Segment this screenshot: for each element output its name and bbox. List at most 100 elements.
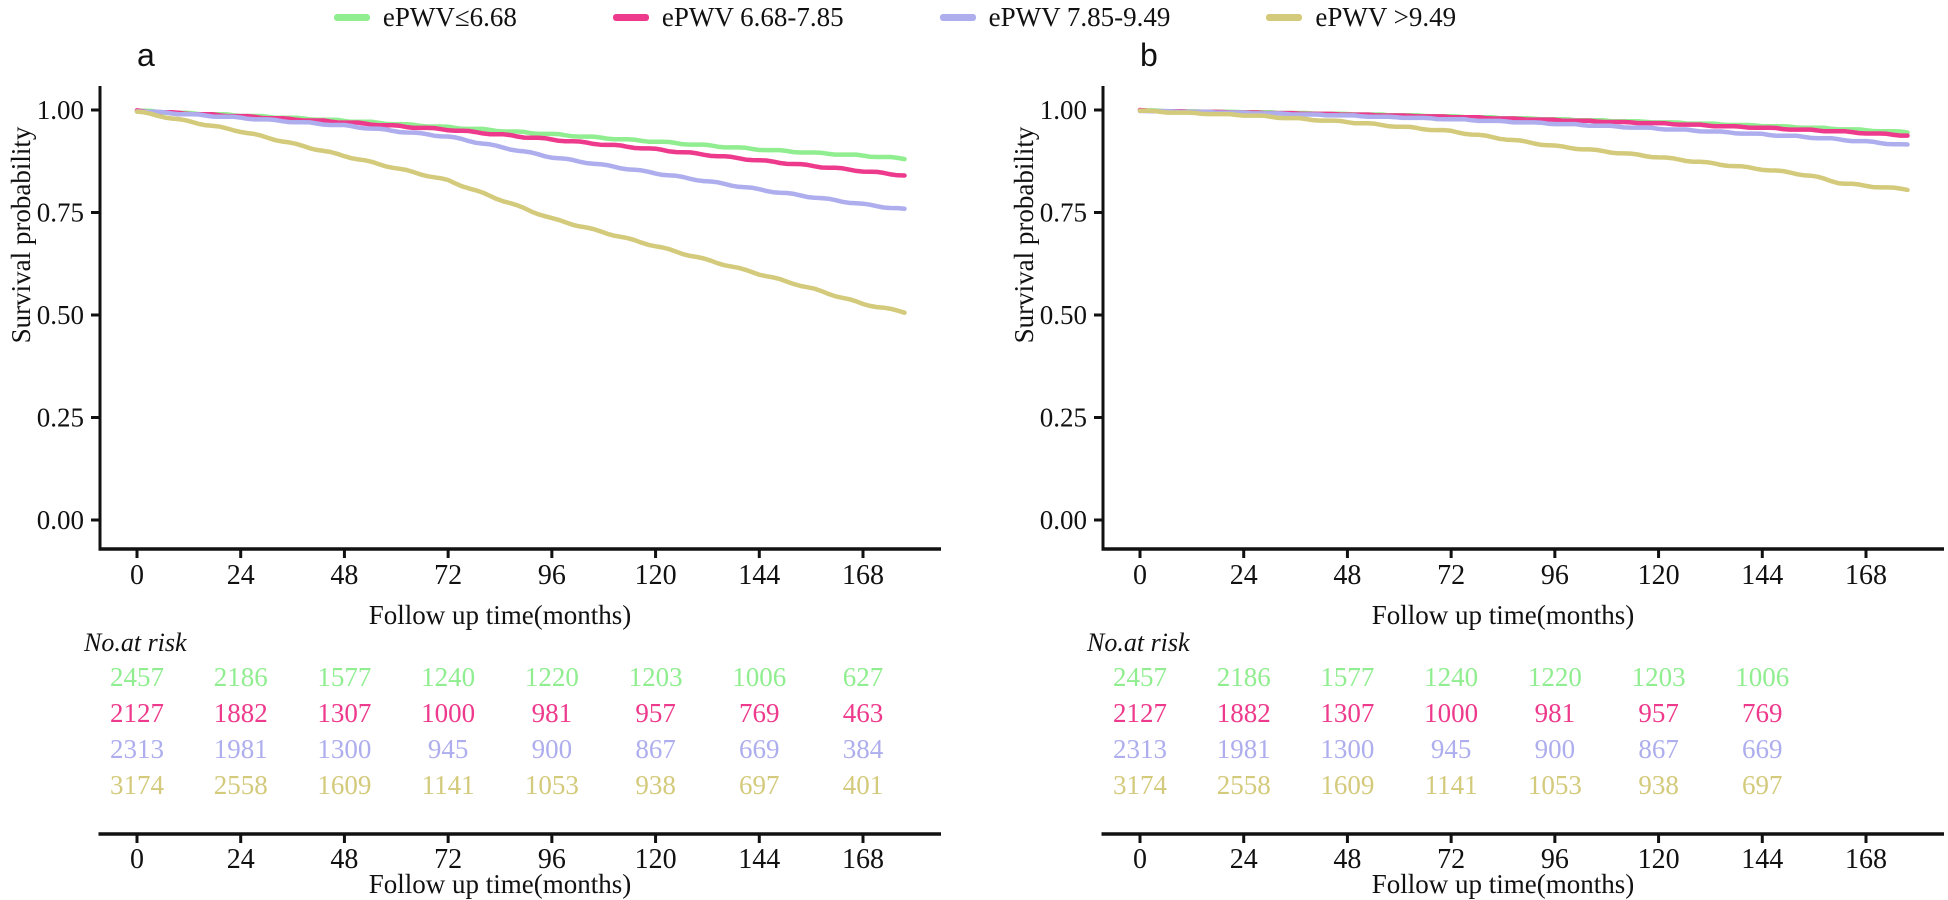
y-tick-label: 1.00 [37, 95, 84, 125]
x-tick-label: 48 [330, 560, 358, 591]
risk-count: 463 [843, 698, 884, 728]
x-axis-title: Follow up time(months) [369, 600, 632, 630]
risk-count: 1220 [525, 662, 579, 692]
risk-count: 2186 [214, 662, 268, 692]
risk-count: 697 [1742, 770, 1783, 800]
risk-count: 627 [843, 662, 884, 692]
y-tick-label: 1.00 [1040, 95, 1087, 125]
risk-count: 1220 [1528, 662, 1582, 692]
y-tick-label: 0.25 [1040, 403, 1087, 433]
risk-count: 697 [739, 770, 780, 800]
risk-count: 945 [428, 734, 469, 764]
risk-row-3: 2313 1981 1300 945 900 867 669 384 [110, 734, 884, 764]
x-tick-label: 168 [842, 560, 884, 591]
risk-table-title: No.at risk [83, 628, 187, 657]
risk-count: 2457 [1113, 662, 1167, 692]
risk-row-2: 2127 1882 1307 1000 981 957 769 463 [110, 698, 883, 728]
risk-axis-tick-label: 24 [1230, 844, 1258, 875]
x-tick-label: 48 [1333, 560, 1361, 591]
legend-item-group2: ePWV 6.68-7.85 [612, 2, 844, 33]
y-tick-label: 0.75 [1040, 198, 1087, 228]
risk-count: 2127 [110, 698, 164, 728]
risk-axis-tick-label: 0 [1133, 844, 1147, 875]
risk-count: 1203 [1632, 662, 1686, 692]
risk-count: 1240 [1424, 662, 1478, 692]
risk-count: 1141 [1425, 770, 1478, 800]
x-tick-label: 72 [434, 560, 462, 591]
risk-count: 1609 [317, 770, 371, 800]
survival-curve-3 [1137, 108, 1910, 147]
y-axis-title: Survival probability [1009, 126, 1039, 343]
survival-curve-4 [134, 109, 907, 315]
risk-count: 938 [635, 770, 676, 800]
survival-curve-3 [134, 109, 907, 212]
risk-count: 3174 [1113, 770, 1168, 800]
legend-swatch-icon [1266, 14, 1303, 21]
risk-count: 1882 [1217, 698, 1271, 728]
risk-axis-tick-label: 168 [1845, 844, 1887, 875]
risk-row-1: 2457 2186 1577 1240 1220 1203 1006 627 [110, 662, 883, 692]
legend-label: ePWV 6.68-7.85 [661, 2, 844, 32]
risk-row-1: 2457 2186 1577 1240 1220 1203 1006 [1113, 662, 1789, 692]
y-tick-label: 0.75 [37, 198, 84, 228]
x-tick-label: 96 [1541, 560, 1569, 591]
risk-axis-tick-label: 72 [1437, 844, 1465, 875]
risk-count: 2127 [1113, 698, 1167, 728]
risk-count: 945 [1431, 734, 1472, 764]
risk-row-4: 3174 2558 1609 1141 1053 938 697 [1113, 770, 1783, 800]
x-tick-label: 24 [227, 560, 255, 591]
legend-swatch-icon [612, 14, 649, 21]
y-tick-label: 0.25 [37, 403, 84, 433]
risk-axis-tick-label: 144 [1741, 844, 1783, 875]
risk-count: 769 [1742, 698, 1783, 728]
legend-swatch-icon [939, 14, 976, 21]
risk-count: 1882 [214, 698, 268, 728]
x-tick-label: 96 [538, 560, 566, 591]
x-tick-label: 24 [1230, 560, 1258, 591]
risk-count: 1609 [1320, 770, 1374, 800]
risk-count: 957 [635, 698, 676, 728]
risk-axis-tick-label: 0 [130, 844, 144, 875]
risk-count: 401 [843, 770, 884, 800]
risk-count: 981 [532, 698, 573, 728]
risk-count: 1300 [1320, 734, 1374, 764]
risk-count: 384 [843, 734, 884, 764]
risk-count: 938 [1638, 770, 1679, 800]
risk-count: 2186 [1217, 662, 1271, 692]
risk-axis-tick-label: 72 [434, 844, 462, 875]
risk-axis-title: Follow up time(months) [1372, 869, 1635, 899]
risk-count: 1307 [317, 698, 371, 728]
legend-label: ePWV >9.49 [1315, 2, 1457, 32]
legend-item-group3: ePWV 7.85-9.49 [939, 2, 1170, 33]
survival-curve-4 [1137, 108, 1910, 193]
risk-count: 1000 [421, 698, 475, 728]
risk-axis-tick-label: 48 [1333, 844, 1361, 875]
risk-count: 1053 [525, 770, 579, 800]
risk-count: 1000 [1424, 698, 1478, 728]
risk-row-4: 3174 2558 1609 1141 1053 938 697 401 [110, 770, 883, 800]
risk-count: 1006 [1735, 662, 1789, 692]
risk-axis-tick-label: 24 [227, 844, 255, 875]
risk-count: 1300 [317, 734, 371, 764]
y-tick-label: 0.00 [37, 505, 84, 535]
y-tick-label: 0.50 [37, 300, 84, 330]
risk-axis-tick-label: 120 [635, 844, 677, 875]
risk-count: 3174 [110, 770, 165, 800]
risk-count: 867 [1638, 734, 1679, 764]
x-axis-title: Follow up time(months) [1372, 600, 1635, 630]
risk-axis-tick-label: 144 [738, 844, 780, 875]
risk-count: 2558 [1217, 770, 1271, 800]
risk-count: 1981 [1217, 734, 1271, 764]
risk-count: 2558 [214, 770, 268, 800]
y-tick-label: 0.50 [1040, 300, 1087, 330]
risk-row-2: 2127 1882 1307 1000 981 957 769 [1113, 698, 1783, 728]
legend-item-group1: ePWV≤6.68 [333, 2, 517, 33]
legend-item-group4: ePWV >9.49 [1266, 2, 1456, 33]
x-tick-label: 144 [738, 560, 780, 591]
risk-count: 1053 [1528, 770, 1582, 800]
y-axis-title: Survival probability [6, 126, 36, 343]
risk-axis-title: Follow up time(months) [369, 869, 632, 899]
